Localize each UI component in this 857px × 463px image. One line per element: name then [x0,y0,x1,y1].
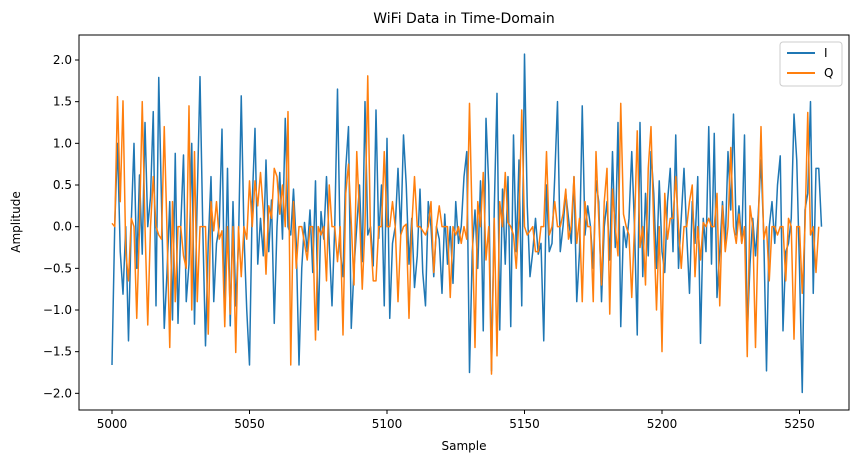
series-line-q [111,75,820,375]
y-axis-title: Amplitude [9,191,23,253]
y-tick-label: −2.0 [43,386,72,400]
x-tick-label: 5100 [372,417,403,431]
x-axis: 5000 5050 5100 5150 5200 5250 [97,410,815,431]
series-layer [111,53,823,394]
legend-label-q: Q [824,66,833,80]
x-axis-title: Sample [442,439,487,453]
y-tick-label: −1.0 [43,303,72,317]
x-tick-label: 5000 [97,417,128,431]
x-tick-label: 5200 [647,417,678,431]
y-tick-label: 1.5 [53,95,72,109]
plot-frame [78,34,850,411]
legend: I Q [779,41,843,87]
x-tick-label: 5050 [234,417,265,431]
x-tick-label: 5150 [509,417,540,431]
y-tick-label: −0.5 [43,261,72,275]
y-tick-label: 2.0 [53,53,72,67]
y-tick-label: 0.5 [53,178,72,192]
series-line-i [111,53,823,394]
y-tick-label: −1.5 [43,345,72,359]
y-tick-label: 1.0 [53,136,72,150]
legend-label-i: I [824,46,828,60]
x-tick-label: 5250 [784,417,815,431]
y-axis: −2.0 −1.5 −1.0 −0.5 0.0 0.5 1.0 1.5 2.0 [43,53,79,400]
y-tick-label: 0.0 [53,220,72,234]
chart-title: WiFi Data in Time-Domain [373,11,555,27]
